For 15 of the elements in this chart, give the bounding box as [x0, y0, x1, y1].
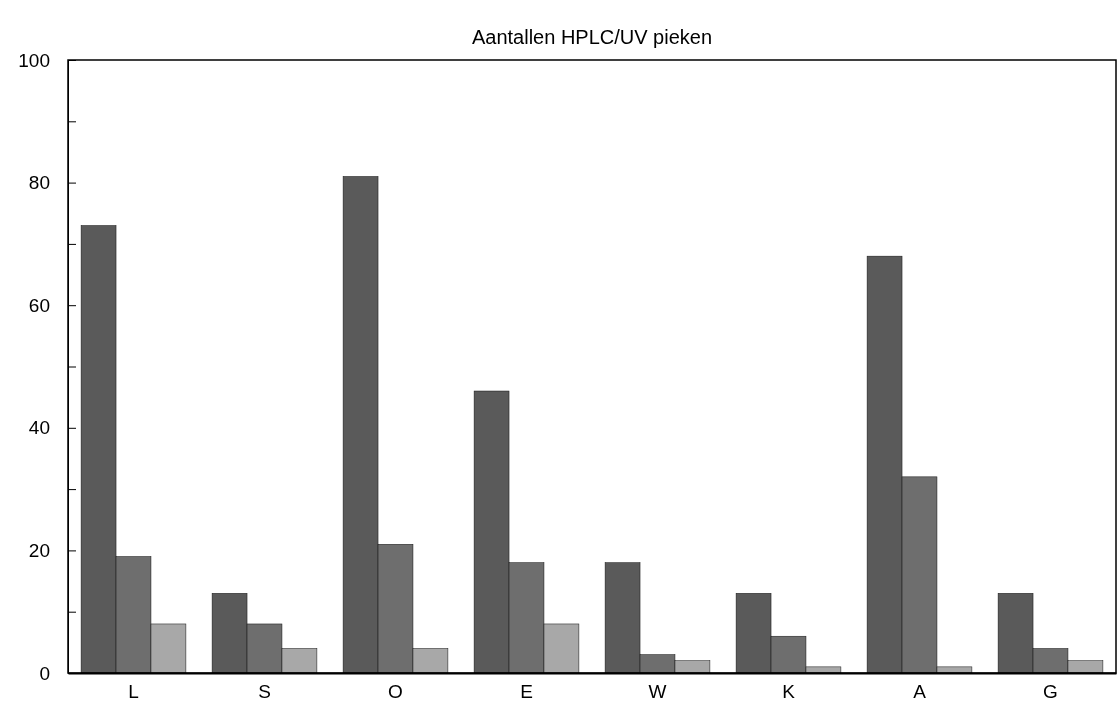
y-tick-label: 80	[28, 172, 50, 194]
x-tick-label: G	[1043, 681, 1058, 703]
x-tick-label: K	[782, 681, 796, 703]
x-tick-label: L	[128, 681, 139, 703]
y-tick-label: 20	[28, 539, 50, 561]
y-tick-label: 60	[28, 294, 50, 316]
x-tick-label: W	[648, 681, 667, 703]
x-tick-label: O	[388, 681, 403, 703]
y-tick-label: 100	[18, 49, 50, 71]
chart-title: Aantallen HPLC/UV pieken	[471, 26, 713, 48]
x-tick-label: S	[258, 681, 271, 703]
y-tick-label: 40	[28, 417, 50, 439]
x-tick-label: E	[520, 681, 533, 703]
y-tick-label: 0	[39, 662, 50, 684]
x-tick-label: A	[913, 681, 927, 703]
